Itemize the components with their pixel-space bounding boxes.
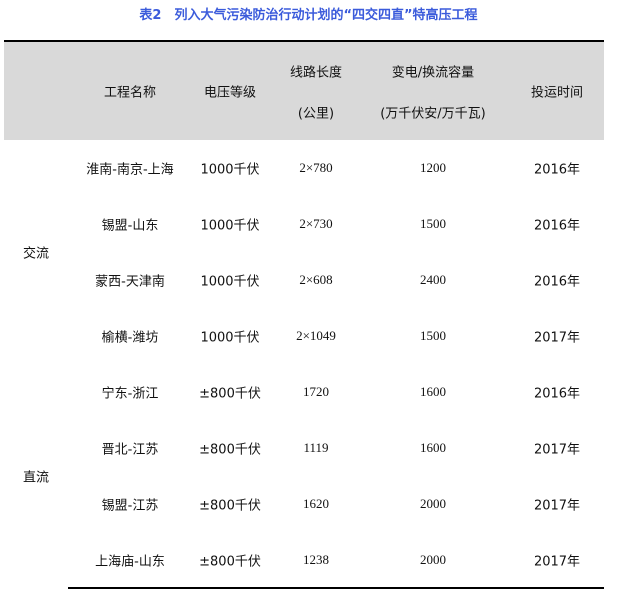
- cell-name: 晋北-江苏: [101, 442, 159, 458]
- cell-name: 淮南-南京-上海: [86, 162, 174, 178]
- cell-length: 1620: [303, 496, 329, 511]
- cell-capacity: 1600: [420, 384, 446, 399]
- cell-capacity: 1500: [420, 328, 446, 343]
- cell-length: 2×730: [299, 216, 333, 231]
- top-rule: [4, 40, 604, 42]
- table-title: 表2 列入大气污染防治行动计划的“四交四直”特高压工程: [139, 8, 478, 23]
- cell-name: 锡盟-山东: [101, 218, 159, 234]
- cell-year: 2016年: [533, 218, 581, 234]
- cell-year: 2016年: [533, 274, 581, 290]
- cell-name: 蒙西-天津南: [95, 274, 165, 290]
- cell-voltage: ±800千伏: [199, 386, 261, 402]
- cell-voltage: ±800千伏: [199, 554, 261, 570]
- cell-voltage: ±800千伏: [199, 442, 261, 458]
- cell-length: 1238: [303, 552, 329, 567]
- cell-capacity: 2400: [420, 272, 446, 287]
- cell-year: 2016年: [533, 162, 581, 178]
- cell-year: 2017年: [533, 554, 581, 570]
- cell-name: 宁东-浙江: [101, 386, 159, 402]
- cell-length: 2×780: [299, 160, 333, 175]
- cell-voltage: 1000千伏: [200, 162, 260, 178]
- cell-voltage: 1000千伏: [200, 218, 260, 234]
- cell-capacity: 2000: [420, 496, 446, 511]
- header-year: 投运时间: [530, 85, 584, 101]
- cell-capacity: 1600: [420, 440, 446, 455]
- cell-year: 2017年: [533, 330, 581, 346]
- cell-name: 锡盟-江苏: [101, 498, 159, 514]
- cell-name: 榆横-潍坊: [101, 330, 159, 346]
- cell-length: 1720: [303, 384, 329, 399]
- header-voltage: 电压等级: [203, 85, 257, 101]
- cell-name: 上海庙-山东: [95, 554, 165, 570]
- cell-year: 2016年: [533, 386, 581, 402]
- cell-voltage: 1000千伏: [200, 330, 260, 346]
- cell-length: 2×1049: [296, 328, 336, 343]
- header-length-unit: (公里): [297, 106, 335, 122]
- cell-year: 2017年: [533, 442, 581, 458]
- group-label-ac: 交流: [22, 246, 50, 262]
- header-capacity-unit: (万千伏安/万千瓦): [380, 106, 486, 122]
- cell-capacity: 1200: [420, 160, 446, 175]
- header-capacity: 变电/换流容量: [391, 65, 475, 81]
- table-header: [4, 42, 604, 140]
- cell-voltage: ±800千伏: [199, 498, 261, 514]
- group-label-dc: 直流: [22, 470, 50, 486]
- cell-voltage: 1000千伏: [200, 274, 260, 290]
- cell-year: 2017年: [533, 498, 581, 514]
- cell-length: 2×608: [299, 272, 333, 287]
- header-length: 线路长度: [289, 65, 343, 81]
- cell-length: 1119: [303, 440, 329, 455]
- bottom-rule: [68, 587, 604, 589]
- header-name: 工程名称: [103, 85, 157, 101]
- cell-capacity: 1500: [420, 216, 446, 231]
- cell-capacity: 2000: [420, 552, 446, 567]
